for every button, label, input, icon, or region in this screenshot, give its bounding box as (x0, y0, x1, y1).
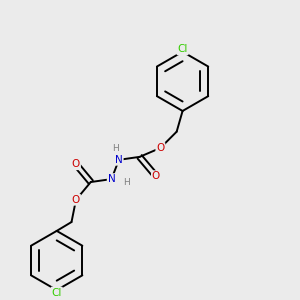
Text: H: H (123, 178, 130, 187)
Text: O: O (72, 195, 80, 205)
Text: N: N (108, 174, 116, 184)
Text: Cl: Cl (177, 44, 188, 54)
Text: Cl: Cl (52, 287, 62, 298)
Text: O: O (156, 143, 164, 153)
Text: O: O (152, 171, 160, 181)
Text: H: H (112, 144, 119, 153)
Text: N: N (115, 155, 123, 165)
Text: O: O (72, 159, 80, 169)
